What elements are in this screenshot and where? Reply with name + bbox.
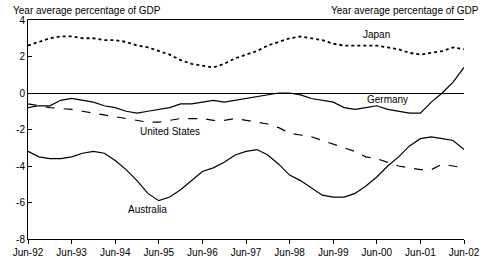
svg-text:Year average percentage of GDP: Year average percentage of GDP xyxy=(331,5,479,16)
svg-text:Jun-97: Jun-97 xyxy=(231,247,262,258)
svg-text:Jun-94: Jun-94 xyxy=(100,247,131,258)
svg-text:-4: -4 xyxy=(16,161,25,172)
svg-text:-2: -2 xyxy=(16,124,25,135)
svg-text:Japan: Japan xyxy=(363,29,390,40)
svg-text:2: 2 xyxy=(19,51,25,62)
svg-text:Jun-02: Jun-02 xyxy=(449,247,480,258)
svg-text:Germany: Germany xyxy=(367,94,408,105)
svg-text:Jun-98: Jun-98 xyxy=(274,247,305,258)
svg-text:Australia: Australia xyxy=(128,204,167,215)
svg-text:4: 4 xyxy=(19,15,25,26)
svg-text:Jun-00: Jun-00 xyxy=(362,247,393,258)
svg-text:Jun-96: Jun-96 xyxy=(187,247,218,258)
svg-text:-6: -6 xyxy=(16,197,25,208)
svg-text:Year average percentage of GDP: Year average percentage of GDP xyxy=(13,5,161,16)
svg-text:Jun-99: Jun-99 xyxy=(318,247,349,258)
svg-text:Jun-95: Jun-95 xyxy=(144,247,175,258)
svg-text:-8: -8 xyxy=(16,234,25,245)
svg-text:Jun-92: Jun-92 xyxy=(13,247,44,258)
svg-text:Jun-93: Jun-93 xyxy=(56,247,87,258)
svg-text:0: 0 xyxy=(19,88,25,99)
svg-text:Jun-01: Jun-01 xyxy=(405,247,436,258)
svg-text:United States: United States xyxy=(140,126,200,137)
